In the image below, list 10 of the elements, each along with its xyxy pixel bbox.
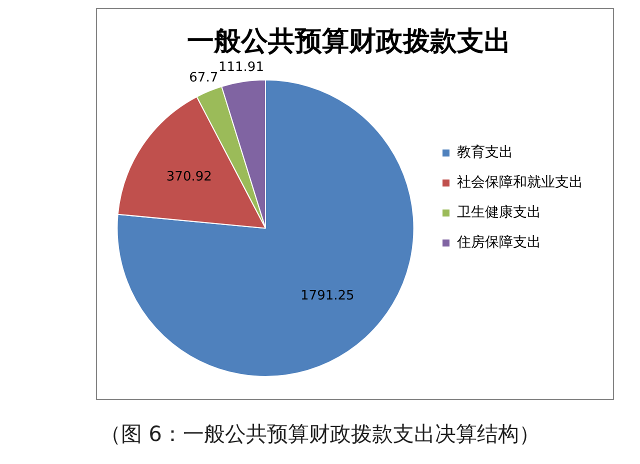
data-label: 370.92	[166, 169, 212, 184]
chart-title: 一般公共预算财政拨款支出	[187, 26, 511, 58]
data-label: 111.91	[218, 60, 264, 76]
legend-label: 社会保障和就业支出	[457, 174, 583, 191]
legend-label: 卫生健康支出	[457, 204, 541, 221]
text: （图 6：一般公共预算财政拨款支出决算结构）	[98, 421, 542, 448]
data-label: 67.7	[189, 70, 218, 86]
legend-label: 住房保障支出	[456, 234, 541, 251]
data-label: 1791.25	[300, 288, 354, 304]
legend-label: 教育支出	[457, 144, 513, 161]
